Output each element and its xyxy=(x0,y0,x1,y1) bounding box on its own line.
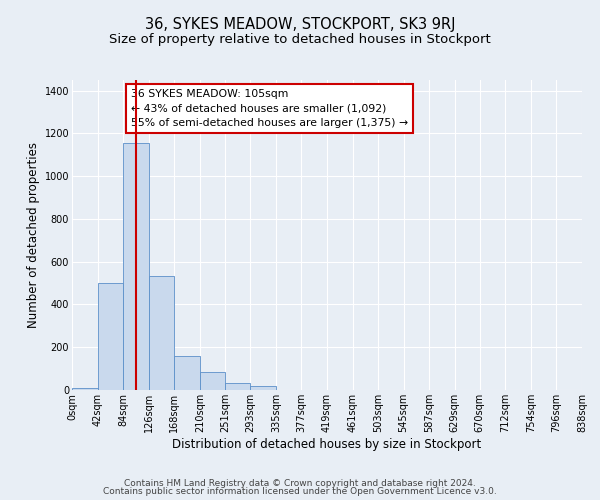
Bar xyxy=(174,356,200,390)
Bar xyxy=(200,372,225,390)
X-axis label: Distribution of detached houses by size in Stockport: Distribution of detached houses by size … xyxy=(172,438,482,450)
Text: 36 SYKES MEADOW: 105sqm
← 43% of detached houses are smaller (1,092)
55% of semi: 36 SYKES MEADOW: 105sqm ← 43% of detache… xyxy=(131,90,408,128)
Bar xyxy=(72,388,98,390)
Text: Size of property relative to detached houses in Stockport: Size of property relative to detached ho… xyxy=(109,34,491,46)
Bar xyxy=(98,283,123,390)
Text: Contains HM Land Registry data © Crown copyright and database right 2024.: Contains HM Land Registry data © Crown c… xyxy=(124,478,476,488)
Bar xyxy=(250,386,276,390)
Text: 36, SYKES MEADOW, STOCKPORT, SK3 9RJ: 36, SYKES MEADOW, STOCKPORT, SK3 9RJ xyxy=(145,18,455,32)
Bar xyxy=(149,276,174,390)
Y-axis label: Number of detached properties: Number of detached properties xyxy=(28,142,40,328)
Bar xyxy=(123,143,149,390)
Bar xyxy=(225,382,250,390)
Text: Contains public sector information licensed under the Open Government Licence v3: Contains public sector information licen… xyxy=(103,487,497,496)
